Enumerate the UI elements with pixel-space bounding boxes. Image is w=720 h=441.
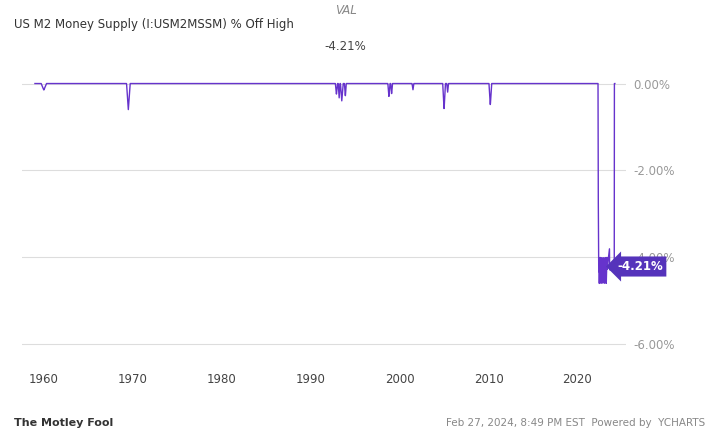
Text: -4.21%: -4.21% xyxy=(325,40,366,52)
Text: US M2 Money Supply (I:USM2MSSM) % Off High: US M2 Money Supply (I:USM2MSSM) % Off Hi… xyxy=(14,18,294,30)
Text: VAL: VAL xyxy=(335,4,356,17)
Text: -4.21%: -4.21% xyxy=(617,260,663,273)
Text: The Motley Fool: The Motley Fool xyxy=(14,418,114,428)
Text: Feb 27, 2024, 8:49 PM EST  Powered by  YCHARTS: Feb 27, 2024, 8:49 PM EST Powered by YCH… xyxy=(446,418,706,428)
